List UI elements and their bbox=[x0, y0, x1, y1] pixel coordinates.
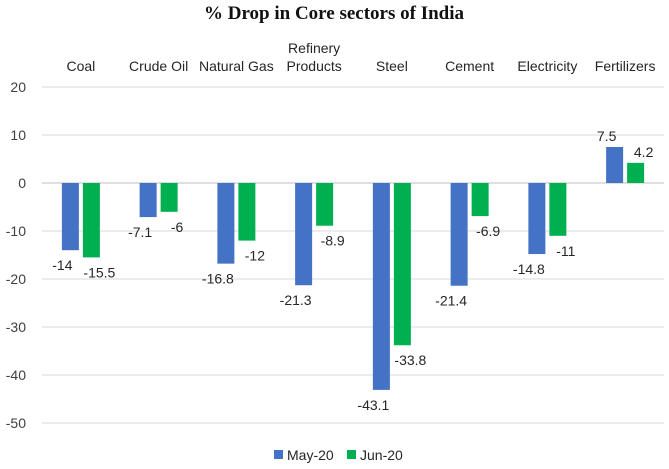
data-label: -6 bbox=[171, 219, 184, 235]
bar-may-20 bbox=[217, 183, 235, 264]
data-label: -14 bbox=[52, 257, 72, 273]
data-label: 4.2 bbox=[634, 144, 654, 160]
data-label: -6.9 bbox=[476, 223, 500, 239]
bar-jun-20 bbox=[549, 183, 567, 236]
bar-jun-20 bbox=[471, 183, 489, 217]
y-tick-label: -20 bbox=[6, 271, 26, 287]
category-label: Fertilizers bbox=[595, 58, 656, 74]
category-labels: Coal Crude Oil Natural Gas Refinery Products… bbox=[66, 40, 655, 74]
data-label: -8.9 bbox=[321, 233, 345, 249]
bar-jun-20 bbox=[238, 183, 256, 241]
data-label: -21.4 bbox=[435, 293, 467, 309]
bar-jun-20 bbox=[160, 183, 178, 212]
chart-title: % Drop in Core sectors of India bbox=[204, 3, 465, 24]
y-tick-label: 20 bbox=[10, 79, 26, 95]
legend-label: May-20 bbox=[287, 447, 334, 463]
bar-jun-20 bbox=[393, 183, 411, 346]
data-label: -7.1 bbox=[128, 224, 152, 240]
bar-may-20 bbox=[139, 183, 157, 218]
data-label: -21.3 bbox=[280, 292, 312, 308]
data-label: -14.8 bbox=[513, 261, 545, 277]
data-label: -33.8 bbox=[394, 352, 426, 368]
legend-swatch bbox=[274, 450, 283, 459]
legend-label: Jun-20 bbox=[360, 447, 403, 463]
bar-may-20 bbox=[295, 183, 313, 286]
y-tick-label: 10 bbox=[10, 127, 26, 143]
category-label: Cement bbox=[445, 58, 494, 74]
y-axis-ticks: 20 10 0 -10 -20 -30 -40 -50 bbox=[6, 79, 26, 431]
category-label: Crude Oil bbox=[129, 58, 188, 74]
bar-jun-20 bbox=[627, 162, 645, 183]
y-tick-label: -50 bbox=[6, 415, 26, 431]
bars bbox=[61, 147, 645, 390]
bar-may-20 bbox=[450, 183, 468, 286]
bar-may-20 bbox=[61, 183, 79, 251]
data-label: -12 bbox=[245, 248, 265, 264]
category-label: Electricity bbox=[517, 58, 577, 74]
y-tick-label: -30 bbox=[6, 319, 26, 335]
category-label: Refinery Products bbox=[287, 40, 342, 74]
data-label: -11 bbox=[556, 243, 575, 259]
data-label: -15.5 bbox=[83, 264, 115, 280]
legend-swatch bbox=[347, 450, 356, 459]
data-label: 7.5 bbox=[597, 128, 617, 144]
bar-may-20 bbox=[528, 183, 546, 255]
bar-may-20 bbox=[372, 183, 390, 390]
bar-may-20 bbox=[606, 147, 624, 183]
category-label: Steel bbox=[376, 58, 408, 74]
data-labels: -14 -7.1 -16.8 -21.3 -43.1 -21.4 -14.8 7.5 -15.5… bbox=[52, 128, 653, 413]
bar-jun-20 bbox=[316, 183, 334, 226]
category-label: Coal bbox=[66, 58, 95, 74]
data-label: -43.1 bbox=[357, 397, 389, 413]
y-tick-label: -40 bbox=[6, 367, 26, 383]
y-tick-label: 0 bbox=[18, 175, 26, 191]
data-label: -16.8 bbox=[202, 271, 234, 287]
legend: May-20 Jun-20 bbox=[274, 447, 403, 463]
category-label: Natural Gas bbox=[199, 58, 274, 74]
y-tick-label: -10 bbox=[6, 223, 26, 239]
bar-jun-20 bbox=[82, 183, 100, 258]
